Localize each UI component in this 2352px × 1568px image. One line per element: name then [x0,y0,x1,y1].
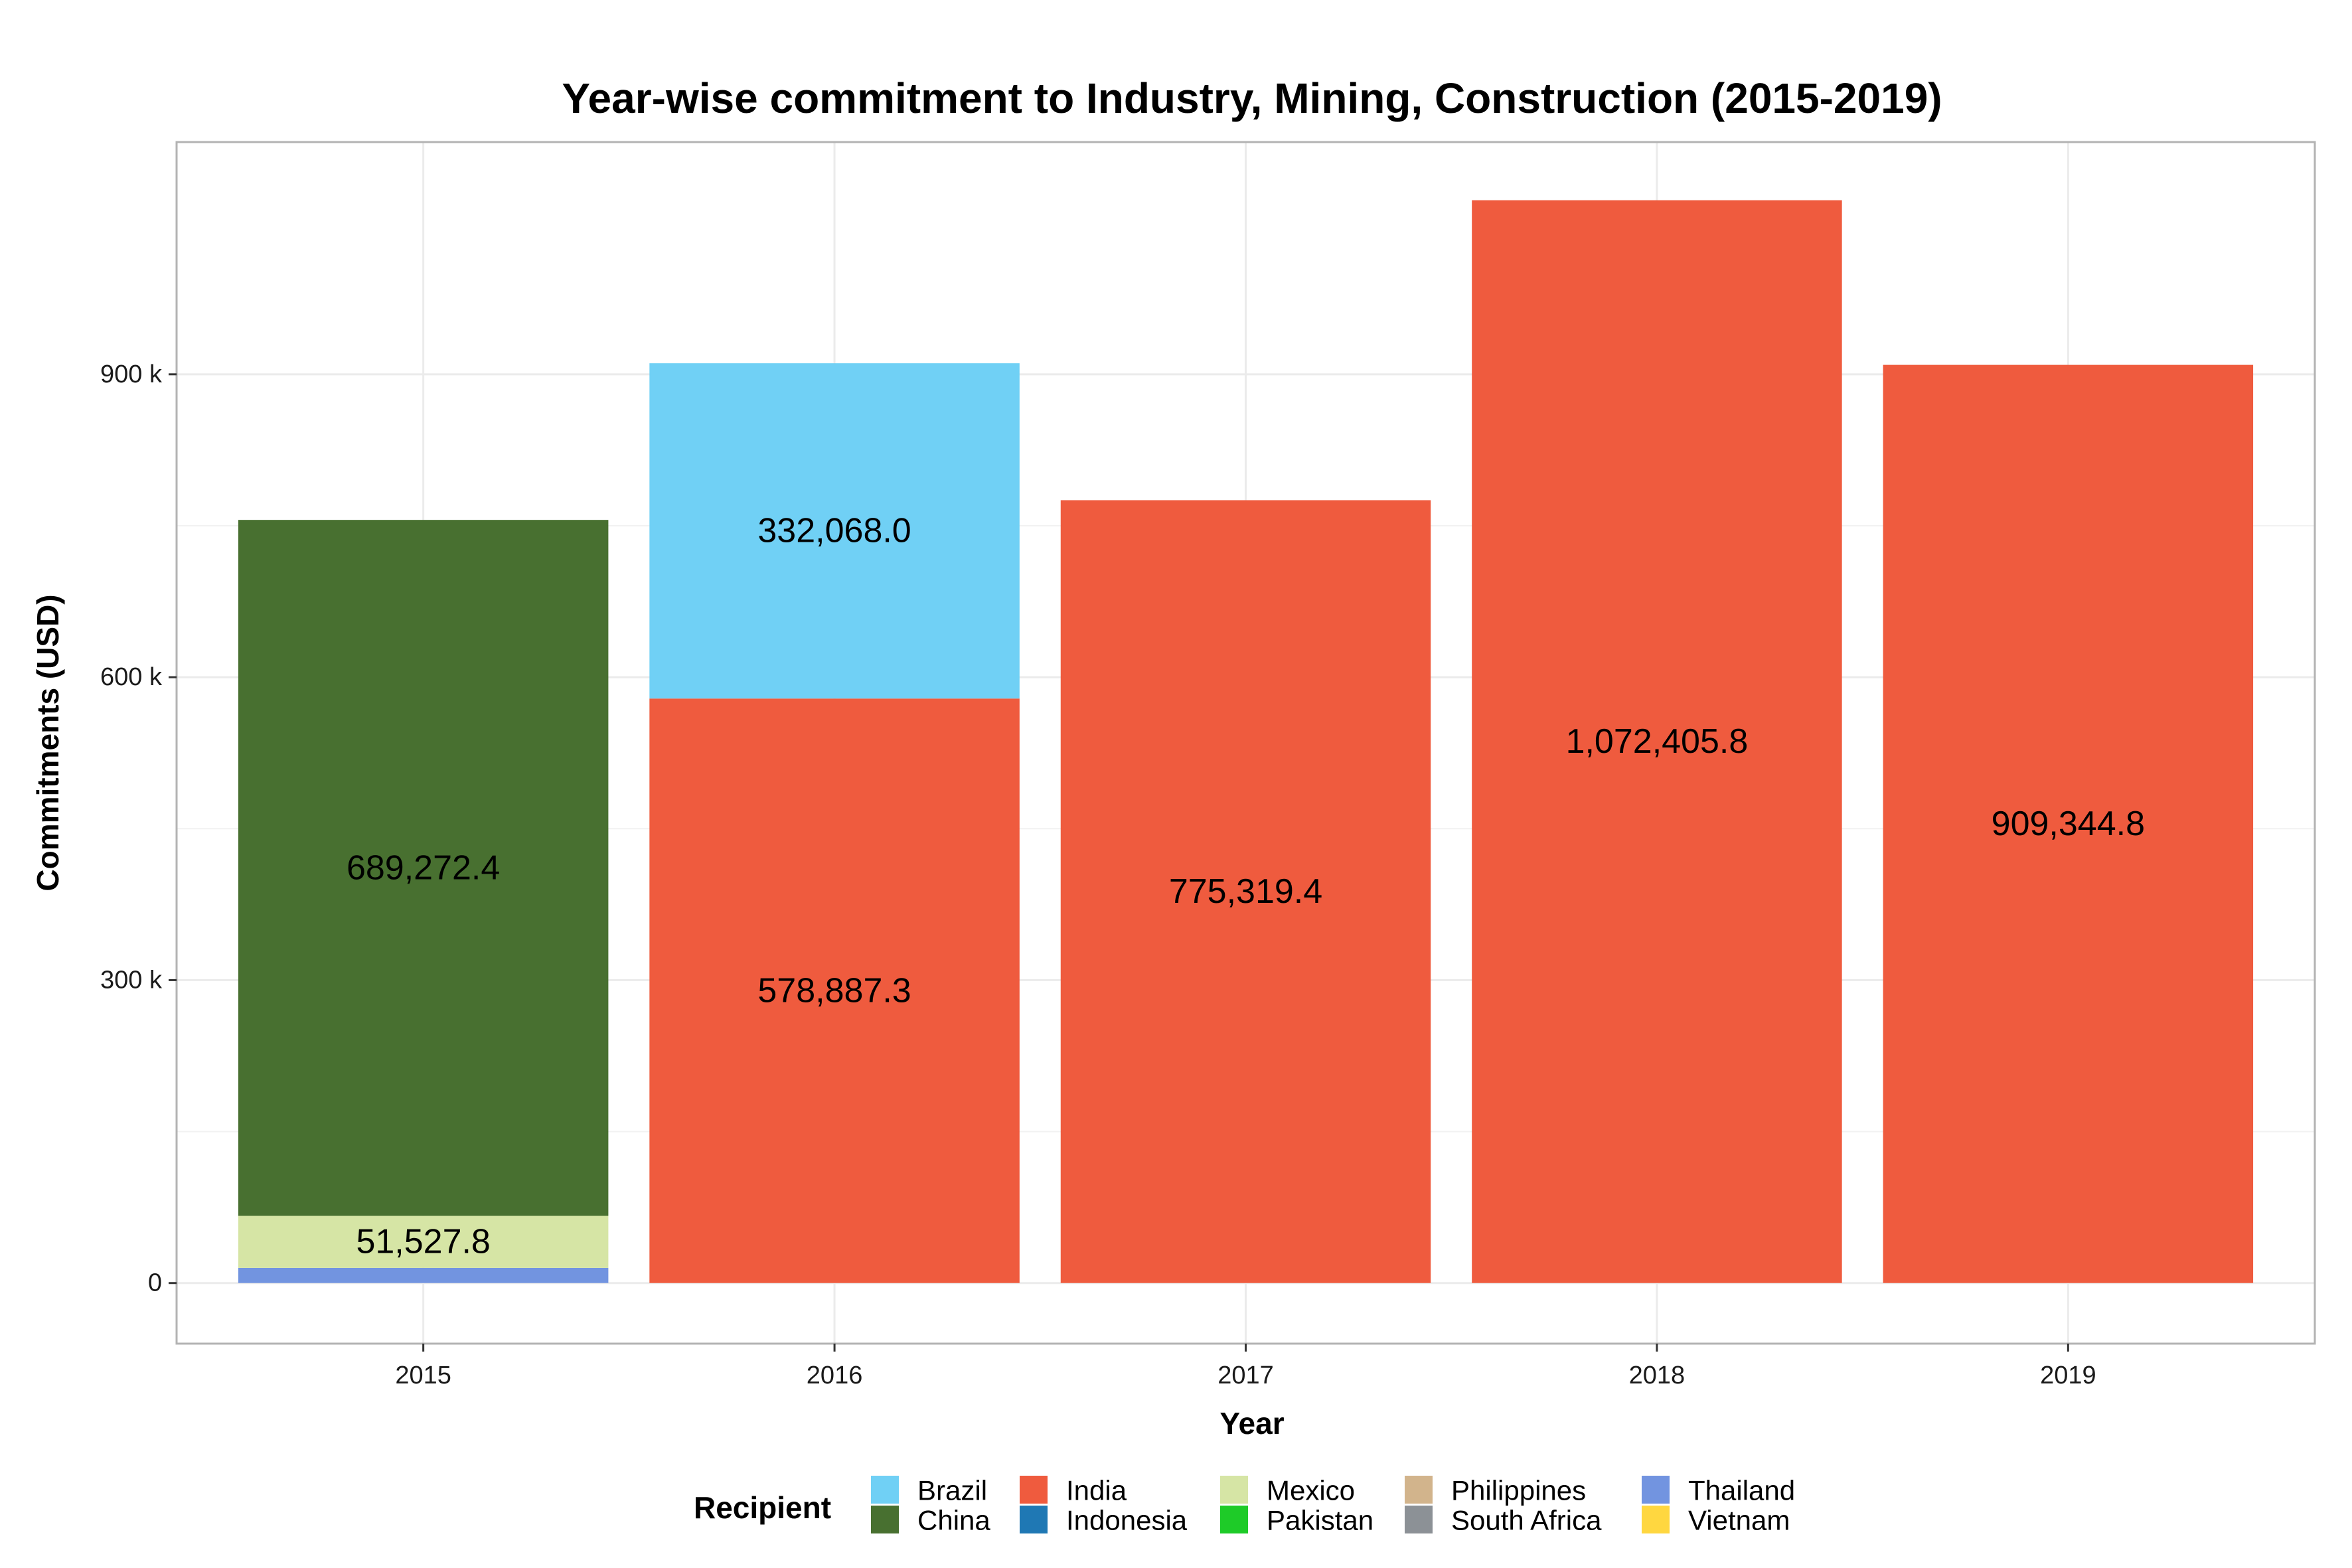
y-axis-title: Commitments (USD) [31,594,65,891]
legend-swatch-indonesia [1020,1506,1048,1533]
bar-china-2015 [238,520,609,1216]
legend-title: Recipient [694,1490,831,1525]
bar-india-2016 [649,698,1020,1283]
legend-label-mexico: Mexico [1267,1475,1355,1506]
data-label-china-2015: 689,272.4 [347,848,500,887]
legend-label-south-africa: South Africa [1451,1505,1602,1536]
x-tick-label: 2016 [807,1362,863,1389]
legend-swatch-india [1020,1476,1048,1504]
legend-swatch-vietnam [1642,1506,1670,1533]
bar-brazil-2016 [649,363,1020,699]
bar-india-2017 [1060,500,1431,1283]
x-tick-label: 2015 [395,1362,451,1389]
legend-swatch-thailand [1642,1476,1670,1504]
data-labels-layer: 51,527.8 578,887.3 775,319.4 1,072,405.8 909… [347,512,2145,1261]
bar-india-2018 [1472,200,1842,1283]
legend-label-vietnam: Vietnam [1688,1505,1790,1536]
x-tick-label: 2017 [1217,1362,1274,1389]
x-axis: 2015 2016 2017 2018 2019 [395,1344,2096,1389]
bar-thailand-2015 [238,1267,609,1283]
legend-label-pakistan: Pakistan [1267,1505,1373,1536]
bars-layer [238,200,2254,1283]
y-tick-label: 900 k [100,360,163,388]
legend-swatch-philippines [1405,1476,1433,1504]
legend-swatch-brazil [871,1476,899,1504]
data-label-india-2016: 578,887.3 [757,971,911,1010]
legend-label-indonesia: Indonesia [1066,1505,1188,1536]
x-axis-title: Year [1219,1406,1284,1441]
data-label-india-2019: 909,344.8 [1992,805,2145,843]
chart-title: Year-wise commitment to Industry, Mining… [562,74,1942,122]
legend-swatch-mexico [1220,1476,1248,1504]
bar-india-2019 [1883,364,2254,1283]
data-label-brazil-2016: 332,068.0 [757,512,911,550]
bar-mexico-2015 [238,1215,609,1268]
legend-swatch-south-africa [1405,1506,1433,1533]
legend-label-brazil: Brazil [917,1475,987,1506]
y-tick-label: 600 k [100,663,163,691]
legend-label-thailand: Thailand [1688,1475,1795,1506]
data-label-mexico-2015: 51,527.8 [356,1223,490,1261]
y-tick-label: 0 [148,1269,162,1297]
legend-swatch-china [871,1506,899,1533]
y-tick-label: 300 k [100,966,163,994]
data-label-india-2017: 775,319.4 [1169,872,1322,911]
legend-swatch-pakistan [1220,1506,1248,1533]
legend-label-china: China [917,1505,990,1536]
data-label-india-2018: 1,072,405.8 [1566,722,1749,761]
x-tick-label: 2019 [2040,1362,2096,1389]
x-tick-label: 2018 [1629,1362,1686,1389]
legend-label-philippines: Philippines [1451,1475,1586,1506]
y-axis: 0 300 k 600 k 900 k [100,360,177,1297]
legend-label-india: India [1066,1475,1127,1506]
